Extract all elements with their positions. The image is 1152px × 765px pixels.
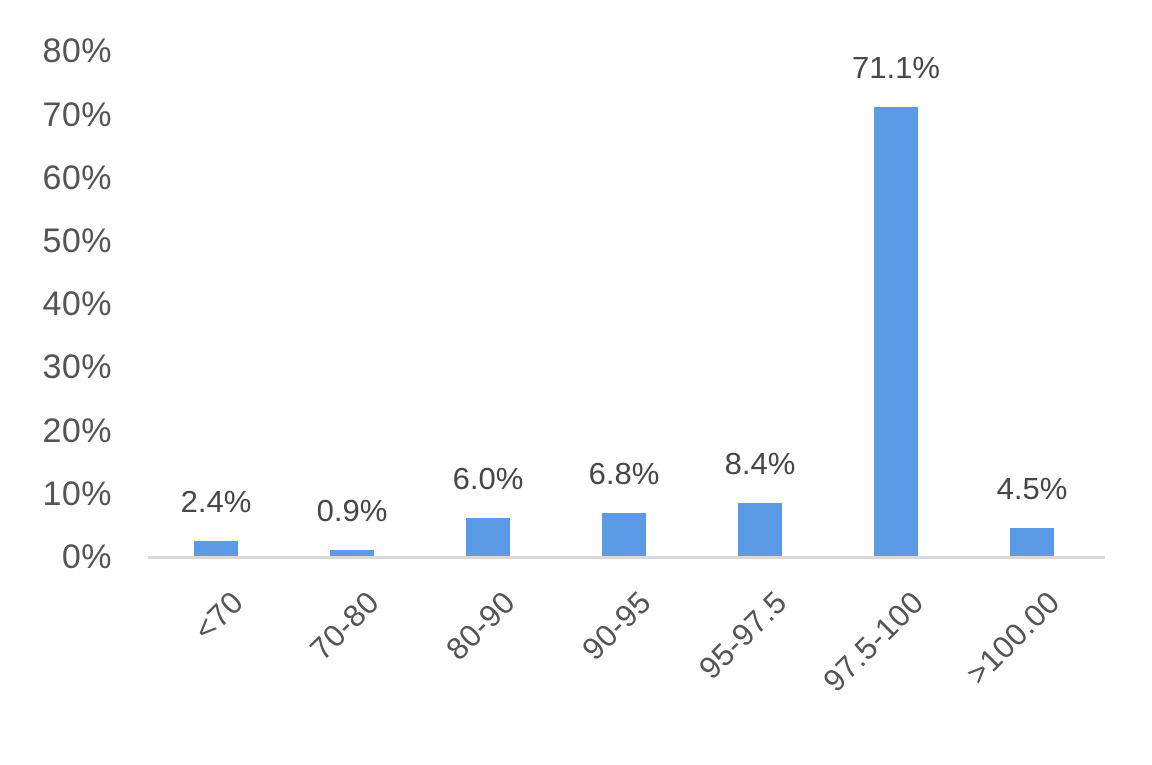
y-axis-tick-label: 70% xyxy=(42,95,112,134)
bar-value-label: 6.0% xyxy=(452,461,524,496)
bar-value-label: 0.9% xyxy=(316,493,388,528)
x-axis-tick-label: 95-97.5 xyxy=(692,584,795,686)
bar xyxy=(466,518,510,556)
y-axis-tick-label: 30% xyxy=(42,348,112,387)
y-axis-tick-label: 50% xyxy=(42,222,112,260)
y-axis-tick-label: 0% xyxy=(61,538,112,576)
y-axis-tick-label: 20% xyxy=(42,411,112,450)
x-axis-tick-label: 90-95 xyxy=(575,584,659,667)
y-axis-tick-label: 40% xyxy=(42,285,112,324)
x-axis-tick-label: >100.00 xyxy=(958,584,1067,692)
bar xyxy=(1010,528,1054,556)
bar xyxy=(330,550,374,556)
x-axis-line xyxy=(148,556,1105,559)
bar-value-label: 6.8% xyxy=(588,456,660,491)
y-axis-tick-label: 60% xyxy=(42,158,112,197)
bar xyxy=(874,107,918,556)
bar xyxy=(738,503,782,556)
bar-value-label: 8.4% xyxy=(724,446,796,481)
bar-value-label: 4.5% xyxy=(996,471,1068,506)
bar xyxy=(194,541,238,556)
bar-value-label: 71.1% xyxy=(852,50,940,85)
x-axis-tick-label: 70-80 xyxy=(303,584,387,667)
x-axis-tick-label: 97.5-100 xyxy=(815,584,931,699)
bar xyxy=(602,513,646,556)
x-axis-tick-label: 80-90 xyxy=(439,584,523,667)
y-axis-tick-label: 80% xyxy=(42,32,112,71)
bar-value-label: 2.4% xyxy=(180,484,252,519)
x-axis-tick-label: <70 xyxy=(187,584,251,648)
y-axis-tick-label: 10% xyxy=(42,474,112,513)
